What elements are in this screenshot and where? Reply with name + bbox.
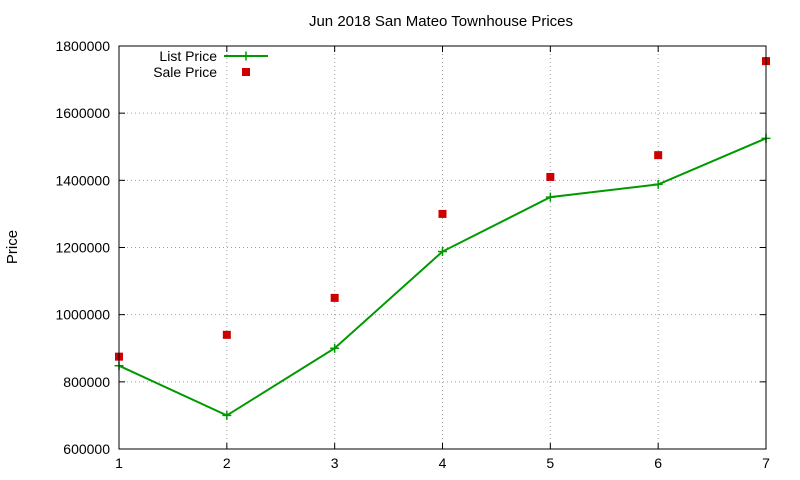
series-list-price [114, 133, 771, 420]
y-tick-label: 1400000 [55, 172, 110, 188]
data-point [438, 209, 447, 218]
axis-ticks: 600000 800000 1000000 1200000 1400000 1600000… [55, 38, 770, 471]
y-tick-label: 1800000 [55, 38, 110, 54]
data-point [330, 343, 340, 353]
x-tick-label: 6 [654, 455, 662, 471]
data-point [222, 410, 232, 420]
legend-marker [241, 51, 251, 61]
y-tick-label: 800000 [63, 374, 110, 390]
x-tick-label: 2 [223, 455, 231, 471]
data-point [545, 192, 555, 202]
data-point [222, 330, 231, 339]
y-tick-label: 1000000 [55, 307, 110, 323]
legend-label: List Price [159, 48, 217, 64]
data-point [546, 172, 555, 181]
y-tick-label: 1600000 [55, 105, 110, 121]
x-tick-label: 5 [546, 455, 554, 471]
y-tick-label: 1200000 [55, 240, 110, 256]
legend-label: Sale Price [153, 64, 217, 80]
data-point [653, 179, 663, 189]
plot-frame [118, 45, 767, 450]
data-point [330, 293, 339, 302]
x-tick-label: 1 [115, 455, 123, 471]
data-point [654, 151, 663, 160]
series-line [118, 137, 767, 417]
legend-marker [242, 68, 250, 76]
data-point [438, 247, 447, 257]
x-tick-label: 3 [331, 455, 339, 471]
chart-title: Jun 2018 San Mateo Townhouse Prices [309, 13, 573, 30]
y-axis-label: Price [4, 230, 21, 264]
x-tick-label: 7 [762, 455, 770, 471]
y-tick-label: 600000 [63, 441, 110, 457]
x-tick-label: 4 [439, 455, 447, 471]
